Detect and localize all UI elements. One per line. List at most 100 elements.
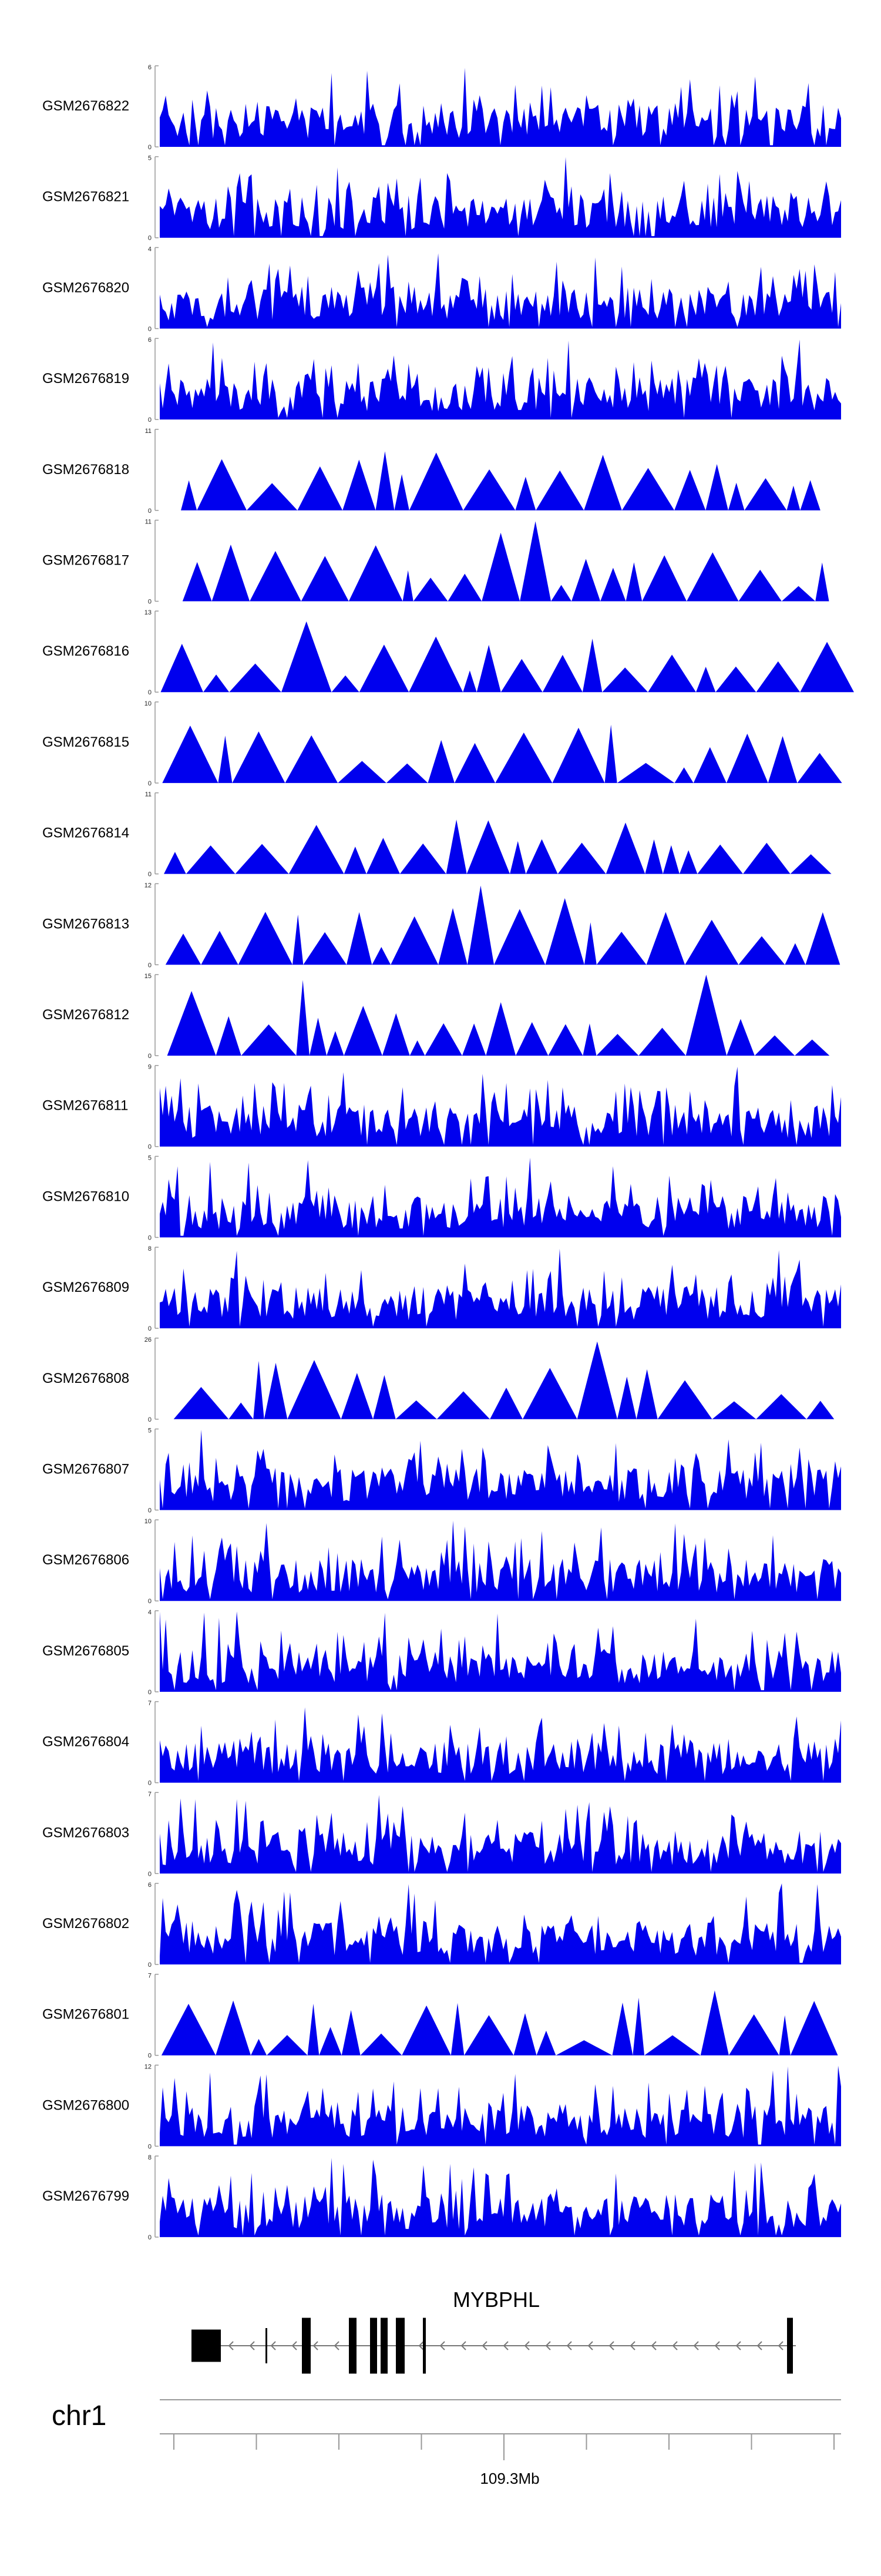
track-ymax-label: 7 (148, 1700, 152, 1707)
exons-group (191, 2318, 793, 2374)
track-ymin-label: 0 (148, 144, 152, 151)
strand-arrow (566, 2341, 572, 2350)
chromosome-axis: chr1 109.3Mb (52, 2399, 841, 2487)
track-ymin-label: 0 (148, 417, 152, 424)
track-GSM2676822: GSM2676822 6 0 (42, 64, 841, 151)
track-ymin-label: 0 (148, 1962, 152, 1969)
strand-arrow (270, 2341, 276, 2350)
track-GSM2676821: GSM2676821 5 0 (42, 155, 841, 242)
gene-exon (302, 2318, 311, 2374)
genome-axis-tick-label: 109.3Mb (480, 2470, 539, 2487)
track-GSM2676806: GSM2676806 10 0 (42, 1518, 841, 1605)
strand-arrow (651, 2341, 657, 2350)
track-ymin-label: 0 (148, 1780, 152, 1787)
track-label: GSM2676819 (42, 371, 129, 387)
track-GSM2676799: GSM2676799 8 0 (42, 2154, 841, 2241)
track-coverage-area (160, 1520, 841, 1601)
track-GSM2676814: GSM2676814 11 0 (42, 791, 841, 878)
track-ymax-label: 15 (144, 973, 152, 980)
gene-exon (396, 2318, 405, 2374)
track-label: GSM2676818 (42, 462, 129, 478)
track-GSM2676805: GSM2676805 4 0 (42, 1609, 841, 1696)
strand-arrow (693, 2341, 699, 2350)
track-coverage-area (160, 2158, 841, 2238)
track-ymin-label: 0 (148, 1507, 152, 1514)
track-ymax-label: 12 (144, 882, 152, 889)
tracks-group: GSM267682260GSM267682150GSM267682040GSM2… (42, 64, 854, 2241)
track-coverage-area (160, 1341, 841, 1419)
track-ymin-label: 0 (148, 2234, 152, 2241)
track-ymax-label: 6 (148, 64, 152, 71)
track-label: GSM2676815 (42, 734, 129, 750)
gene-exon (381, 2318, 388, 2374)
track-coverage-area (160, 1429, 841, 1510)
track-ymin-label: 0 (148, 1053, 152, 1060)
track-ymax-label: 12 (144, 2063, 152, 2070)
track-GSM2676815: GSM2676815 10 0 (42, 700, 842, 787)
gene-exon (349, 2318, 357, 2374)
track-label: GSM2676817 (42, 553, 129, 569)
track-coverage-area (160, 2065, 841, 2147)
track-ymax-label: 5 (148, 1154, 152, 1161)
track-coverage-area (160, 68, 841, 147)
track-ymin-label: 0 (148, 1598, 152, 1605)
track-coverage-area (160, 451, 841, 511)
track-ymax-label: 11 (145, 519, 152, 526)
track-ymin-label: 0 (148, 1144, 152, 1151)
track-label: GSM2676801 (42, 2007, 129, 2023)
track-label: GSM2676808 (42, 1371, 129, 1386)
track-GSM2676809: GSM2676809 8 0 (42, 1245, 841, 1332)
track-ymax-label: 10 (144, 700, 152, 707)
track-ymax-label: 8 (148, 1245, 152, 1252)
track-ymin-label: 0 (148, 1689, 152, 1696)
track-coverage-area (160, 1883, 841, 1964)
track-coverage-area (160, 975, 841, 1056)
track-coverage-area (160, 1066, 841, 1147)
track-label: GSM2676806 (42, 1552, 129, 1568)
strand-arrow (291, 2341, 297, 2350)
track-GSM2676803: GSM2676803 7 0 (42, 1791, 841, 1878)
genome-axis-ticks (173, 2434, 835, 2460)
track-ymin-label: 0 (148, 599, 152, 606)
chromosome-label: chr1 (52, 2400, 106, 2431)
track-GSM2676801: GSM2676801 7 0 (42, 1973, 841, 2060)
track-coverage-area (160, 157, 841, 238)
track-ymin-label: 0 (148, 689, 152, 696)
track-label: GSM2676814 (42, 825, 129, 841)
track-ymin-label: 0 (148, 1870, 152, 1878)
track-label: GSM2676822 (42, 98, 129, 114)
track-coverage-area (160, 1611, 841, 1692)
track-GSM2676819: GSM2676819 6 0 (42, 337, 841, 424)
track-ymin-label: 0 (148, 1234, 152, 1241)
track-label: GSM2676809 (42, 1279, 129, 1295)
track-GSM2676807: GSM2676807 5 0 (42, 1428, 841, 1514)
track-ymin-label: 0 (148, 1325, 152, 1332)
strand-arrow (228, 2341, 234, 2350)
track-GSM2676810: GSM2676810 5 0 (42, 1154, 841, 1241)
gene-exon (423, 2318, 426, 2374)
track-label: GSM2676802 (42, 1916, 129, 1932)
track-ymin-label: 0 (148, 1416, 152, 1423)
gene-exon (265, 2328, 267, 2363)
track-label: GSM2676812 (42, 1007, 129, 1023)
gene-exon (370, 2318, 377, 2374)
strand-arrow (482, 2341, 487, 2350)
track-label: GSM2676803 (42, 1825, 129, 1841)
track-ymax-label: 7 (148, 1973, 152, 1980)
strand-arrow (312, 2341, 318, 2350)
strand-arrow (587, 2341, 593, 2350)
strand-arrow (418, 2341, 424, 2350)
track-label: GSM2676821 (42, 189, 129, 205)
track-coverage-area (160, 1707, 841, 1783)
track-label: GSM2676799 (42, 2188, 129, 2204)
track-ymin-label: 0 (148, 962, 152, 969)
track-GSM2676817: GSM2676817 11 0 (42, 519, 841, 606)
track-ymax-label: 13 (144, 609, 152, 616)
track-coverage-area (160, 521, 841, 602)
gene-exon (787, 2318, 793, 2374)
track-label: GSM2676810 (42, 1188, 129, 1204)
track-coverage-area (160, 724, 842, 783)
strand-arrow (334, 2341, 339, 2350)
